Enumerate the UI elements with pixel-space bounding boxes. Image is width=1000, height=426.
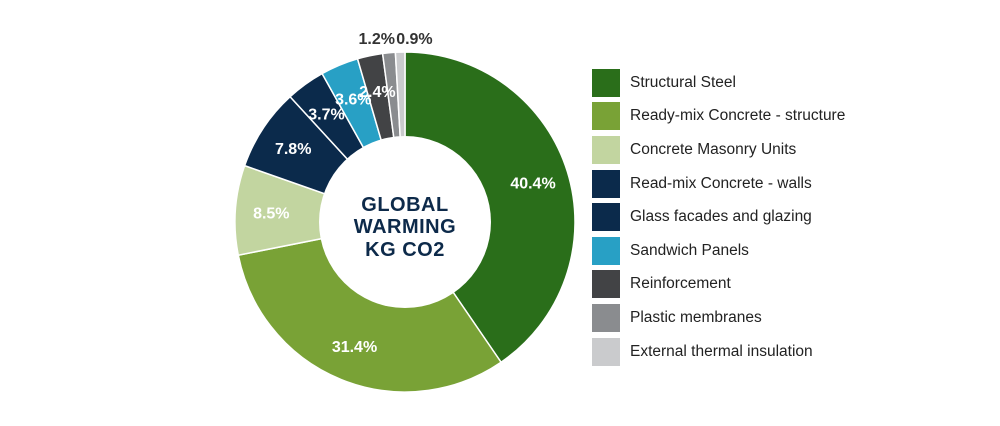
data-label: 31.4% [332,339,377,356]
center-title-line-1: GLOBAL [361,194,448,216]
data-label: 8.5% [253,206,289,223]
legend-item: Structural Steel [592,66,845,100]
legend-swatch [592,303,620,332]
legend-label: Read-mix Concrete - walls [630,174,812,192]
legend-swatch [592,68,620,97]
donut-hole [319,136,491,308]
legend-item: Reinforcement [592,268,845,302]
legend-label: Concrete Masonry Units [630,140,797,158]
legend-swatch [592,203,620,232]
center-title-line-2: WARMING [354,216,456,238]
legend-swatch [592,337,620,366]
legend-label: Glass facades and glazing [630,208,812,226]
legend-swatch [592,102,620,131]
labels-group: 40.4% 31.4% 8.5% 7.8% 3.7%3.6%2.4% 1.2% 0.9% [253,31,556,356]
data-label: 1.2% [359,31,395,48]
legend-swatch [592,270,620,299]
center-title-line-3: KG CO2 [365,239,445,261]
legend-item: Read-mix Concrete - walls [592,167,845,201]
legend-label: Structural Steel [630,73,736,91]
data-label: 40.4% [510,175,555,192]
data-label: 0.9% [396,31,432,48]
legend-label: Reinforcement [630,275,731,293]
legend-swatch [592,135,620,164]
slice-structural-steel [404,51,576,364]
slice-ready-mix-concrete-structure [237,221,503,393]
legend-label: Ready-mix Concrete - structure [630,107,846,125]
data-label: 7.8% [275,141,311,158]
data-label: 3.6% [335,91,371,108]
legend-swatch [592,236,620,265]
data-label: 3.7% [308,106,344,123]
legend-label: Plastic membranes [630,308,762,326]
legend-item: Plastic membranes [592,301,845,335]
legend-item: External thermal insulation [592,335,845,369]
legend-item: Concrete Masonry Units [592,133,845,167]
legend-item: Ready-mix Concrete - structure [592,100,845,134]
legend-item: Glass facades and glazing [592,200,845,234]
data-label: 2.4% [359,84,395,101]
legend: Structural Steel Ready-mix Concrete - st… [592,66,845,368]
legend-swatch [592,169,620,198]
legend-label: External thermal insulation [630,342,813,360]
legend-label: Sandwich Panels [630,241,749,259]
legend-item: Sandwich Panels [592,234,845,268]
